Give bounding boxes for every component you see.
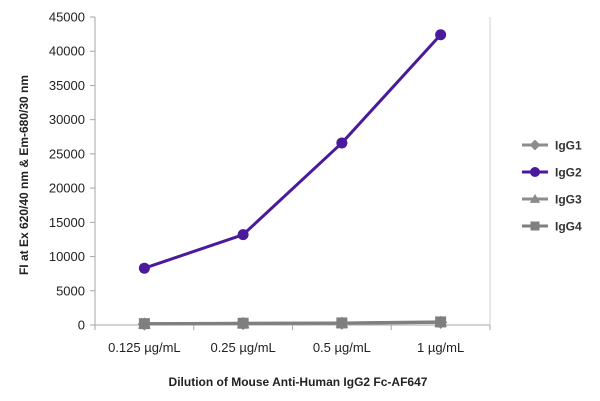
x-axis-title: Dilution of Mouse Anti-Human IgG2 Fc-AF6… <box>169 375 428 389</box>
y-tick-label: 30000 <box>49 112 85 127</box>
legend-label-igg4: IgG4 <box>555 220 582 234</box>
data-point-igg4 <box>237 317 249 329</box>
legend-marker-igg2 <box>530 167 540 177</box>
y-axis-title: FI at Ex 620/40 nm & Em-680/30 nm <box>17 75 31 275</box>
y-tick-label: 20000 <box>49 181 85 196</box>
legend-label-igg2: IgG2 <box>555 166 582 180</box>
y-tick-label: 40000 <box>49 44 85 59</box>
y-axis-title-group: FI at Ex 620/40 nm & Em-680/30 nm <box>17 75 31 275</box>
data-point-igg2 <box>435 29 447 41</box>
legend: IgG1 IgG2 IgG3 IgG4 <box>522 139 582 234</box>
y-tick-label: 35000 <box>49 78 85 93</box>
y-tick-label: 5000 <box>56 283 85 298</box>
y-tick-label: 0 <box>78 318 85 333</box>
data-point-igg4 <box>138 318 150 330</box>
legend-marker-igg3 <box>529 193 541 203</box>
x-tick-label: 1 µg/mL <box>417 340 464 355</box>
y-tick-label: 45000 <box>49 10 85 25</box>
data-point-igg2 <box>138 262 150 274</box>
data-point-igg2 <box>336 137 348 149</box>
data-point-igg2 <box>237 229 249 241</box>
y-tick-label: 15000 <box>49 215 85 230</box>
data-point-igg4 <box>435 316 447 328</box>
x-tick-label: 0.125 µg/mL <box>108 340 181 355</box>
legend-label-igg3: IgG3 <box>555 193 582 207</box>
x-tick-label: 0.5 µg/mL <box>313 340 371 355</box>
legend-marker-igg1 <box>529 139 541 151</box>
x-tick-label: 0.25 µg/mL <box>210 340 275 355</box>
legend-label-igg1: IgG1 <box>555 139 582 153</box>
series-line-igg2 <box>143 33 442 270</box>
legend-marker-igg4 <box>530 221 540 231</box>
data-point-igg4 <box>336 317 348 329</box>
y-tick-label: 25000 <box>49 146 85 161</box>
plot-area: 0 5000 10000 15000 20000 25000 30000 35000 40000… <box>49 10 491 355</box>
y-tick-label: 10000 <box>49 249 85 264</box>
series-line-igg4 <box>144 320 441 326</box>
